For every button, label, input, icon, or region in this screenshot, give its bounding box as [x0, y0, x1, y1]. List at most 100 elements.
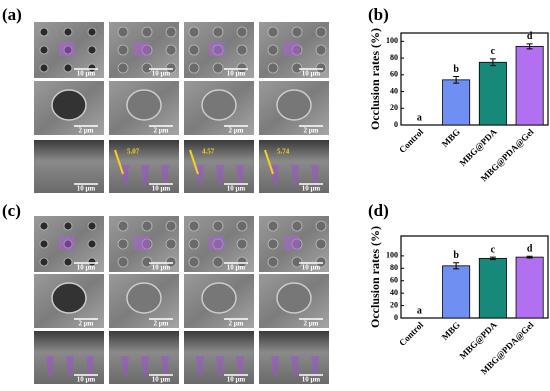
- pore: [165, 44, 177, 56]
- pore: [267, 238, 279, 250]
- scale-label: 10 μm: [227, 185, 246, 193]
- highlight: [134, 42, 150, 56]
- highlight: [59, 42, 75, 56]
- pore: [315, 238, 327, 250]
- tubule: [236, 165, 244, 185]
- pore-closeup: [276, 282, 312, 314]
- measurement: 5.07: [127, 148, 140, 156]
- tubule: [121, 356, 129, 376]
- highlight: [59, 236, 75, 250]
- pore-closeup: [126, 282, 162, 314]
- pore: [39, 45, 49, 55]
- pore: [212, 26, 224, 38]
- bar: [478, 61, 507, 126]
- panel-label: (a): [2, 5, 22, 24]
- pore-closeup: [51, 89, 87, 121]
- pore: [315, 220, 327, 232]
- tubule: [196, 165, 204, 185]
- scale-label: 2 μm: [153, 127, 168, 135]
- pore: [212, 220, 224, 232]
- panel-label: (b): [368, 5, 389, 24]
- y-tick-label: 0: [394, 313, 398, 322]
- measure-line: [189, 149, 199, 175]
- tubule: [271, 165, 279, 185]
- bar: [442, 265, 471, 319]
- y-tick-label: 40: [390, 86, 398, 95]
- pore: [117, 62, 129, 74]
- pore: [236, 26, 248, 38]
- pore: [188, 44, 200, 56]
- pore: [117, 26, 129, 38]
- pore: [63, 257, 73, 267]
- pore: [87, 45, 97, 55]
- pore: [267, 44, 279, 56]
- scale-label: 10 μm: [77, 264, 96, 272]
- plot-frame: [400, 32, 549, 126]
- x-tick-label: MBG: [440, 127, 462, 149]
- pore: [291, 26, 303, 38]
- pore-closeup: [126, 89, 162, 121]
- pore: [165, 256, 177, 268]
- significance-letter: b: [453, 64, 459, 75]
- pore: [117, 220, 129, 232]
- pore: [141, 26, 153, 38]
- pore: [141, 62, 153, 74]
- bar: [478, 257, 507, 319]
- pore: [165, 62, 177, 74]
- pore: [117, 238, 129, 250]
- pore: [315, 26, 327, 38]
- y-tick-label: 100: [386, 251, 398, 260]
- tubule: [291, 356, 299, 376]
- scale-label: 2 μm: [303, 320, 318, 328]
- measure-line: [264, 149, 274, 175]
- pore: [188, 26, 200, 38]
- highlight: [134, 236, 150, 250]
- highlight: [284, 42, 300, 56]
- scale-label: 10 μm: [227, 376, 246, 384]
- tubule: [66, 356, 74, 376]
- scale-label: 10 μm: [302, 376, 321, 384]
- significance-letter: c: [491, 244, 496, 255]
- tubule: [311, 356, 319, 376]
- pore: [315, 44, 327, 56]
- scale-label: 2 μm: [153, 320, 168, 328]
- y-tick-label: 20: [390, 103, 398, 112]
- significance-letter: c: [491, 46, 496, 57]
- significance-letter: a: [417, 305, 422, 316]
- highlight: [209, 236, 225, 250]
- pore: [188, 238, 200, 250]
- tubule: [236, 356, 244, 376]
- bar: [442, 79, 471, 126]
- pore: [315, 62, 327, 74]
- pore: [165, 238, 177, 250]
- scale-label: 10 μm: [77, 70, 96, 78]
- pore: [165, 220, 177, 232]
- panel-label: (c): [2, 201, 21, 220]
- tubule: [161, 165, 169, 185]
- x-tick-label: MBG: [440, 320, 462, 342]
- pore: [39, 257, 49, 267]
- scale-label: 2 μm: [228, 127, 243, 135]
- measurement: 5.74: [277, 148, 290, 156]
- tubule: [161, 356, 169, 376]
- tubule: [311, 165, 319, 185]
- pore: [141, 220, 153, 232]
- scale-label: 10 μm: [152, 376, 171, 384]
- pore: [267, 256, 279, 268]
- pore-closeup: [201, 282, 237, 314]
- y-tick-label: 100: [386, 36, 398, 45]
- pore: [291, 220, 303, 232]
- significance-letter: d: [527, 243, 533, 254]
- tubule: [196, 356, 204, 376]
- y-tick-label: 0: [394, 120, 398, 129]
- pore: [291, 62, 303, 74]
- pore: [188, 256, 200, 268]
- tubule: [121, 165, 129, 185]
- y-tick-label: 20: [390, 300, 398, 309]
- pore: [267, 26, 279, 38]
- error-bar: [489, 256, 496, 261]
- scale-label: 10 μm: [227, 264, 246, 272]
- scale-label: 2 μm: [303, 127, 318, 135]
- y-tick-label: 60: [390, 276, 398, 285]
- pore-closeup: [276, 89, 312, 121]
